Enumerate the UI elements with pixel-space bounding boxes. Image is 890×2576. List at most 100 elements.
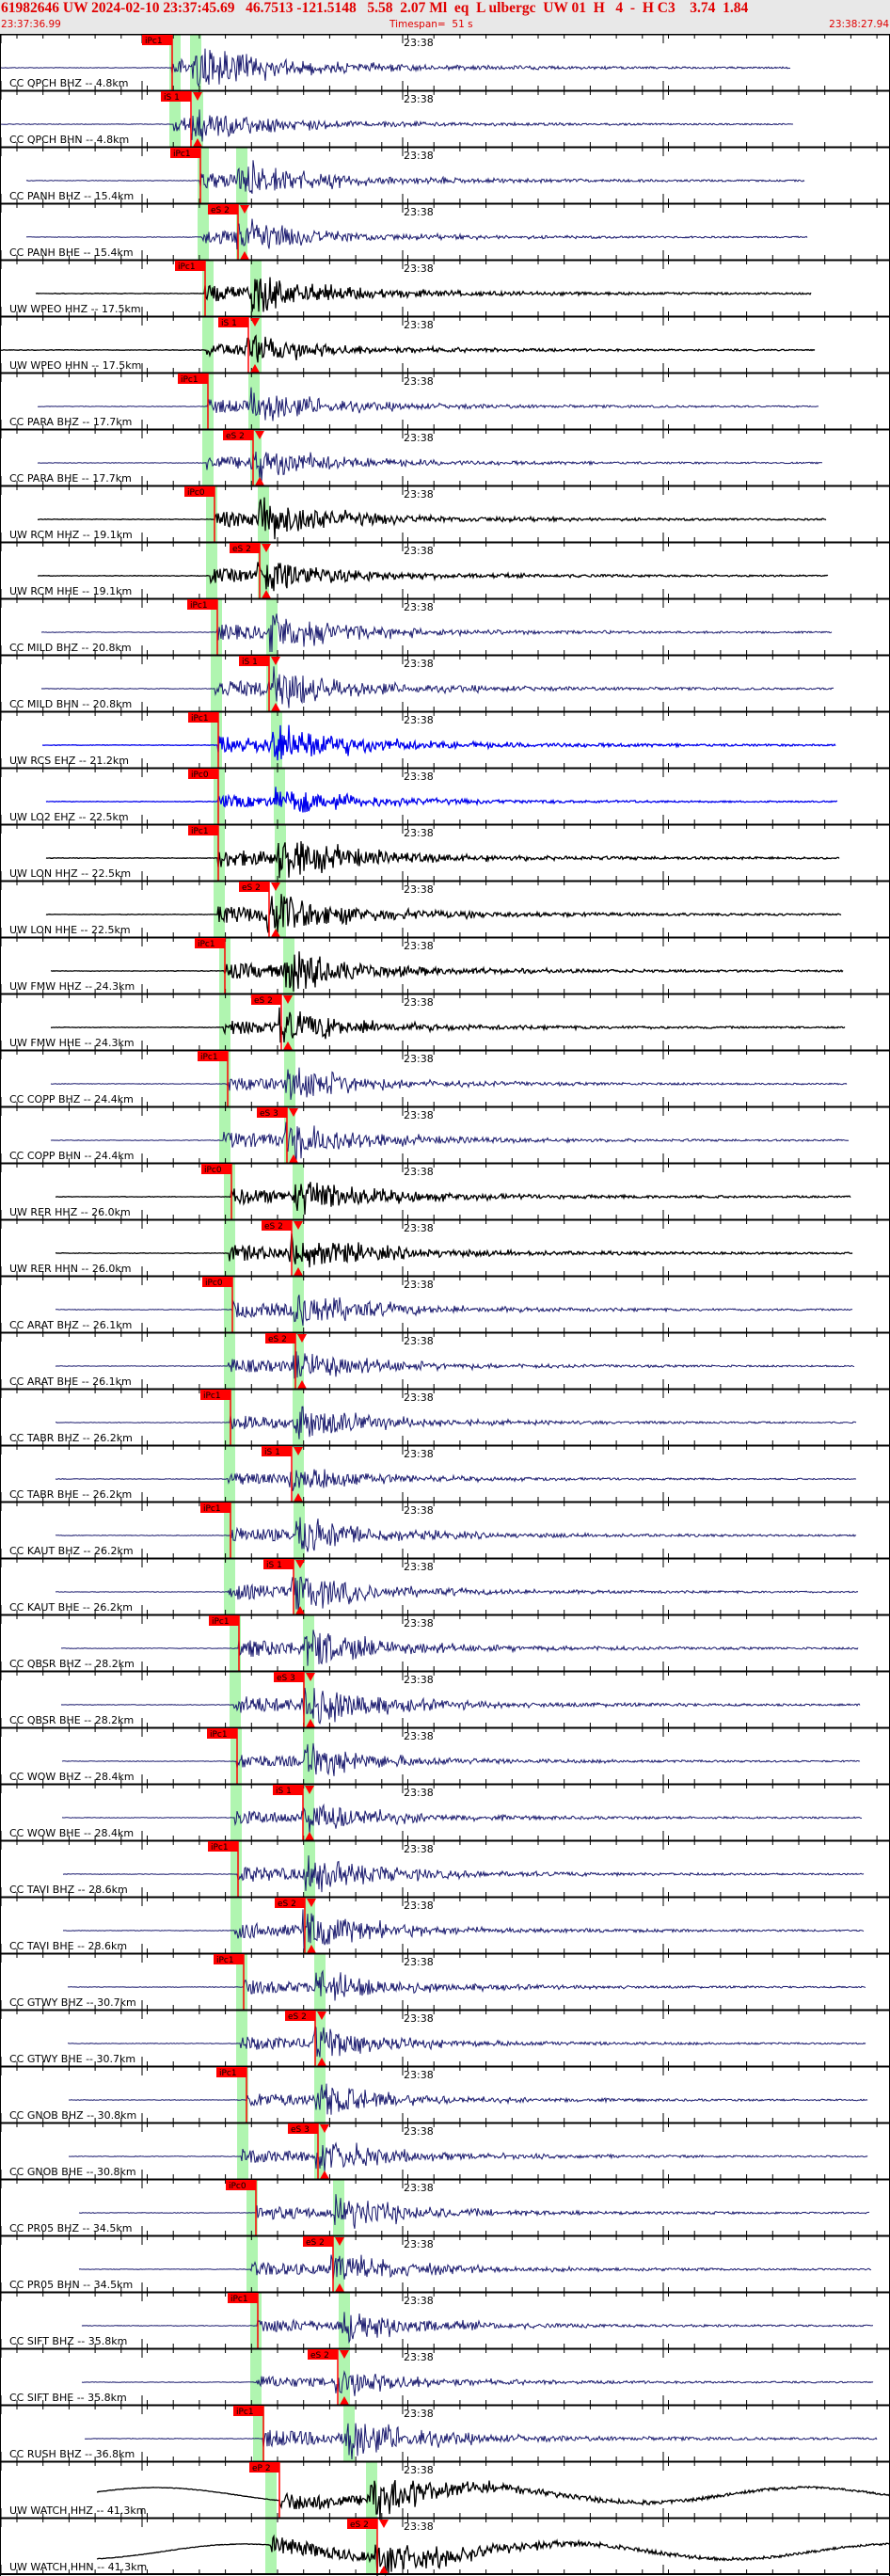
- pick-label: iPc1: [173, 150, 191, 159]
- p-pick-flag[interactable]: [142, 35, 172, 45]
- trace-row: 23:38 iS 1 CC WOW BHE -- 28.4km: [0, 1783, 890, 1840]
- s-pick-flag[interactable]: [262, 1446, 292, 1456]
- p-pick-flag[interactable]: [188, 712, 218, 723]
- p-pick-flag[interactable]: [178, 374, 208, 384]
- s-pick-flag[interactable]: [262, 1220, 292, 1231]
- pick-label: iPc1: [212, 1617, 230, 1627]
- s-pick-flag[interactable]: [288, 2123, 318, 2134]
- p-pick-flag[interactable]: [175, 261, 205, 271]
- s-pick-flag[interactable]: [230, 543, 260, 553]
- s-pick-flag[interactable]: [223, 430, 253, 440]
- minute-label: 23:38: [404, 1222, 434, 1234]
- p-pick-flag[interactable]: [200, 1503, 230, 1513]
- s-pick-flag[interactable]: [308, 2349, 338, 2360]
- waveform: [68, 2083, 868, 2115]
- p-pick-flag[interactable]: [209, 1615, 239, 1626]
- s-pick-flag[interactable]: [239, 656, 269, 666]
- minute-label: 23:38: [404, 996, 434, 1009]
- trace-row: 23:38 iPc1 CC QBSR BHZ -- 28.2km: [0, 1614, 890, 1671]
- waveform: [50, 1121, 850, 1161]
- p-pick-flag[interactable]: [187, 599, 217, 610]
- p-pick-flag[interactable]: [198, 1051, 228, 1061]
- minute-label: 23:38: [404, 1900, 434, 1912]
- p-window: [198, 203, 209, 260]
- minute-label: 23:38: [404, 488, 434, 501]
- trace-row: 23:38 eS 2 CC TAVI BHE -- 28.6km: [0, 1896, 890, 1953]
- pick-label: eS 2: [278, 1900, 296, 1909]
- p-pick-flag[interactable]: [207, 1728, 237, 1739]
- trace-row: 23:38 eS 3 CC GNOB BHE -- 30.8km: [0, 2122, 890, 2179]
- station-label: UW RCM HHZ -- 19.1km: [9, 529, 133, 541]
- waveform: [60, 1630, 859, 1666]
- station-label: UW WATCH HHN -- 41.3km: [9, 2561, 147, 2573]
- pick-marker-down: [297, 1334, 307, 1343]
- pick-marker-up: [271, 703, 280, 711]
- p-pick-flag[interactable]: [226, 2180, 256, 2190]
- minute-label: 23:38: [404, 1561, 434, 1573]
- s-pick-flag[interactable]: [239, 882, 269, 892]
- s-pick-flag[interactable]: [347, 2519, 377, 2529]
- pick-marker-down: [250, 318, 260, 326]
- p-window: [230, 1727, 242, 1784]
- pick-label: iPc0: [187, 488, 205, 498]
- p-pick-flag[interactable]: [208, 1841, 238, 1852]
- s-window: [275, 824, 286, 881]
- minute-label: 23:38: [404, 432, 434, 444]
- waveform: [55, 1351, 855, 1379]
- p-pick-flag[interactable]: [200, 1390, 230, 1400]
- s-pick-flag[interactable]: [275, 1898, 305, 1908]
- station-label: UW LON HHZ -- 22.5km: [9, 867, 131, 880]
- p-window: [230, 1614, 241, 1671]
- minute-label: 23:38: [404, 545, 434, 557]
- pick-marker-down: [283, 995, 293, 1004]
- p-pick-flag[interactable]: [202, 1277, 232, 1287]
- station-label: UW WATCH HHZ -- 41.3km: [9, 2504, 146, 2517]
- p-pick-flag[interactable]: [184, 486, 215, 497]
- s-pick-flag[interactable]: [208, 204, 238, 215]
- p-pick-flag[interactable]: [170, 148, 200, 158]
- p-pick-flag[interactable]: [233, 2406, 263, 2416]
- p-pick-flag[interactable]: [214, 1954, 244, 1964]
- waveform: [45, 787, 838, 813]
- waveform: [25, 160, 805, 194]
- p-pick-flag[interactable]: [201, 1164, 231, 1174]
- s-pick-flag[interactable]: [218, 317, 248, 327]
- waveform: [40, 666, 834, 708]
- pick-marker-down: [193, 92, 202, 101]
- s-pick-flag[interactable]: [251, 994, 281, 1005]
- p-pick-flag[interactable]: [188, 769, 218, 779]
- waveform: [50, 1007, 846, 1043]
- p-pick-flag[interactable]: [216, 2067, 246, 2077]
- pick-label: eS 3: [277, 1674, 295, 1683]
- s-pick-flag[interactable]: [263, 1559, 294, 1569]
- pick-label: iPc1: [230, 2295, 248, 2304]
- p-pick-flag[interactable]: [228, 2293, 258, 2303]
- station-label: CC GTWY BHZ -- 30.7km: [9, 1996, 136, 2009]
- p-window: [250, 2348, 262, 2405]
- p-pick-flag[interactable]: [188, 825, 218, 835]
- s-pick-flag[interactable]: [265, 1333, 295, 1344]
- trace-row: 23:38 iPc1 CC WOW BHZ -- 28.4km: [0, 1726, 890, 1784]
- pick-marker-down: [306, 1673, 315, 1681]
- s-pick-flag[interactable]: [285, 2011, 315, 2021]
- s-pick-flag[interactable]: [273, 1785, 303, 1795]
- waveform: [37, 387, 819, 421]
- s-pick-flag[interactable]: [274, 1672, 304, 1682]
- pick-label: iPc1: [198, 940, 215, 949]
- station-label: UW WPEO HHZ -- 17.5km: [9, 303, 141, 315]
- trace-row: 23:38 iPc1 UW RCS EHZ -- 21.2km: [0, 710, 890, 768]
- p-pick-flag[interactable]: [249, 2462, 279, 2473]
- pick-marker-up: [317, 2058, 326, 2066]
- station-label: CC WOW BHZ -- 28.4km: [9, 1771, 135, 1783]
- waveform: [55, 1469, 857, 1492]
- s-pick-flag[interactable]: [161, 91, 191, 102]
- s-pick-flag[interactable]: [303, 2236, 333, 2247]
- p-pick-flag[interactable]: [195, 938, 225, 948]
- pick-marker-up: [255, 477, 264, 485]
- p-window: [169, 90, 181, 147]
- s-pick-flag[interactable]: [257, 1107, 287, 1118]
- waveform: [37, 497, 827, 540]
- station-label: CC SIFT BHE -- 35.8km: [9, 2392, 127, 2404]
- pick-marker-up: [250, 364, 260, 373]
- minute-label: 23:38: [404, 883, 434, 896]
